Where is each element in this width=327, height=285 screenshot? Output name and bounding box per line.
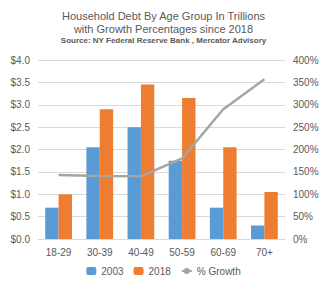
- svg-text:400%: 400%: [293, 55, 319, 66]
- svg-text:60-69: 60-69: [210, 247, 236, 258]
- svg-text:$4.0: $4.0: [11, 55, 31, 66]
- svg-text:50-59: 50-59: [169, 247, 195, 258]
- svg-text:$0.5: $0.5: [11, 211, 31, 222]
- svg-text:$3.5: $3.5: [11, 77, 31, 88]
- svg-text:0%: 0%: [293, 234, 308, 245]
- svg-text:300%: 300%: [293, 99, 319, 110]
- svg-text:18-29: 18-29: [46, 247, 72, 258]
- svg-text:70+: 70+: [256, 247, 273, 258]
- svg-text:30-39: 30-39: [87, 247, 113, 258]
- svg-text:40-49: 40-49: [128, 247, 154, 258]
- svg-text:$0.0: $0.0: [11, 234, 31, 245]
- svg-text:$1.5: $1.5: [11, 166, 31, 177]
- svg-text:$2.0: $2.0: [11, 144, 31, 155]
- svg-text:Household Debt By Age Group In: Household Debt By Age Group In Trillions: [62, 10, 266, 22]
- svg-text:100%: 100%: [293, 189, 319, 200]
- svg-text:350%: 350%: [293, 77, 319, 88]
- svg-text:with Growth Percentages since: with Growth Percentages since 2018: [73, 23, 253, 35]
- svg-text:250%: 250%: [293, 122, 319, 133]
- svg-text:$1.0: $1.0: [11, 189, 31, 200]
- svg-text:150%: 150%: [293, 166, 319, 177]
- svg-text:2018: 2018: [149, 266, 172, 277]
- svg-text:50%: 50%: [293, 211, 313, 222]
- svg-text:Source: NY Federal Reserve Ban: Source: NY Federal Reserve Bank , Mercat…: [61, 36, 267, 45]
- svg-text:$3.0: $3.0: [11, 99, 31, 110]
- svg-text:$2.5: $2.5: [11, 122, 31, 133]
- svg-text:200%: 200%: [293, 144, 319, 155]
- svg-text:% Growth: % Growth: [197, 266, 241, 277]
- svg-text:2003: 2003: [101, 266, 124, 277]
